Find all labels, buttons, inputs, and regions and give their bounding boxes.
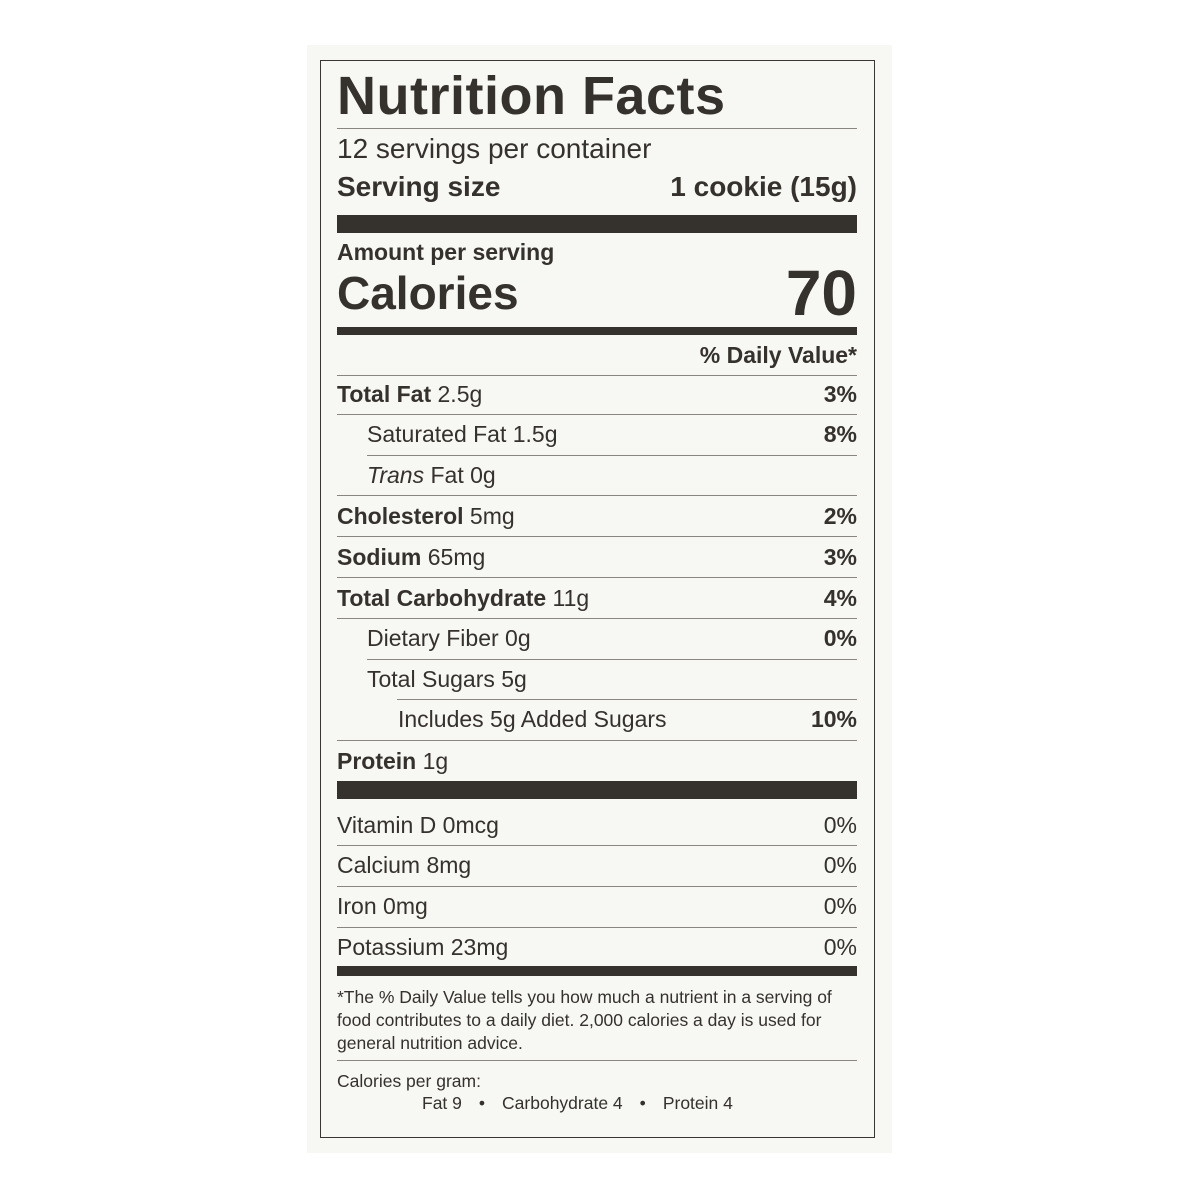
divider [337, 536, 857, 537]
daily-value-footnote: *The % Daily Value tells you how much a … [337, 987, 832, 1053]
nutrient-row-saturated-fat: Saturated Fat 1.5g 8% [337, 414, 857, 454]
nutrient-amount: 1g [422, 747, 449, 774]
nutrient-row-cholesterol: Cholesterol 5mg 2% [337, 496, 857, 536]
nutrient-name: Saturated Fat [367, 420, 507, 447]
calories-row: Calories 70 [337, 258, 857, 328]
divider [337, 740, 857, 741]
calories-label: Calories [337, 267, 519, 319]
vitamin-dv: 0% [823, 933, 857, 960]
divider [337, 128, 857, 129]
vitamin-text: Iron 0mg [337, 892, 428, 919]
serving-size: Serving size 1 cookie (15g) [337, 171, 857, 203]
nutrient-amount: 1.5g [512, 420, 558, 447]
nutrient-row-sodium: Sodium 65mg 3% [337, 537, 857, 577]
vitamin-text: Vitamin D 0mcg [337, 811, 499, 838]
nutrition-facts-label [320, 60, 875, 1138]
nutrient-dv: 4% [823, 584, 857, 611]
nutrient-row-added-sugars: Includes 5g Added Sugars 10% [337, 699, 857, 739]
serving-size-label: Serving size [337, 171, 501, 202]
divider [337, 375, 857, 376]
divider [337, 577, 857, 578]
vitamin-row: Vitamin D 0mcg 0% [337, 805, 857, 845]
nutrient-amount: 65mg [427, 543, 486, 570]
nutrient-name: Total Carbohydrate [337, 584, 547, 611]
vitamin-dv: 0% [823, 851, 857, 878]
nutrient-dv: 3% [823, 380, 857, 407]
vitamin-row: Calcium 8mg 0% [337, 845, 857, 885]
thick-divider [337, 781, 857, 799]
protein-per-gram: Protein 4 [662, 1093, 733, 1113]
nutrient-amount: 5mg [469, 502, 515, 529]
separator: • [639, 1093, 646, 1113]
nutrient-name: Dietary Fiber [367, 624, 499, 651]
nutrient-row-total-sugars: Total Sugars 5g [337, 659, 857, 699]
vitamin-dv: 0% [823, 811, 857, 838]
nutrient-dv: 10% [810, 705, 857, 732]
nutrient-row-protein: Protein 1g [337, 741, 857, 781]
nutrient-name: Sodium [337, 543, 422, 570]
label-title: Nutrition Facts [337, 66, 726, 126]
divider [367, 455, 857, 456]
divider [337, 495, 857, 496]
vitamin-row: Potassium 23mg 0% [337, 927, 857, 967]
divider [337, 618, 857, 619]
daily-value-header-text: % Daily Value* [699, 341, 857, 368]
vitamin-text: Calcium 8mg [337, 851, 472, 878]
amount-per-serving: Amount per serving [337, 239, 555, 265]
calories-value: 70 [785, 257, 857, 329]
nutrient-dv: 3% [823, 543, 857, 570]
divider [367, 659, 857, 660]
nutrient-name: Includes 5g Added Sugars [398, 705, 667, 732]
calories-per-gram-label: Calories per gram: [337, 1071, 481, 1091]
medium-divider [337, 327, 857, 335]
fat-per-gram: Fat 9 [422, 1093, 462, 1113]
divider [337, 414, 857, 415]
nutrient-amount: 5g [501, 665, 527, 692]
nutrient-row-dietary-fiber: Dietary Fiber 0g 0% [337, 618, 857, 658]
nutrient-name: Trans [367, 461, 425, 488]
nutrient-row-trans-fat: Trans Fat 0g [337, 455, 857, 495]
vitamin-text: Potassium 23mg [337, 933, 509, 960]
nutrient-row-total-fat: Total Fat 2.5g 3% [337, 374, 857, 414]
nutrient-amount: 2.5g [437, 380, 483, 407]
nutrient-row-total-carbohydrate: Total Carbohydrate 11g 4% [337, 578, 857, 618]
nutrient-amount: 0g [470, 461, 496, 488]
nutrient-name: Cholesterol [337, 502, 464, 529]
nutrient-amount: 0g [505, 624, 531, 651]
nutrient-amount: 11g [552, 584, 590, 611]
medium-divider [337, 966, 857, 976]
nutrient-name-rest: Fat [430, 461, 464, 488]
divider [337, 886, 857, 887]
daily-value-header: % Daily Value* [337, 335, 857, 375]
nutrient-name: Total Fat [337, 380, 432, 407]
servings-per-container: 12 servings per container [337, 133, 652, 164]
divider [397, 699, 857, 700]
thick-divider [337, 215, 857, 233]
nutrient-dv: 0% [823, 624, 857, 651]
nutrient-dv: 2% [823, 502, 857, 529]
carbohydrate-per-gram: Carbohydrate 4 [502, 1093, 623, 1113]
calories-per-gram-values: Fat 9 • Carbohydrate 4 • Protein 4 [337, 1092, 857, 1115]
serving-size-value: 1 cookie (15g) [670, 171, 857, 202]
divider [337, 845, 857, 846]
nutrient-name: Protein [337, 747, 417, 774]
divider [337, 927, 857, 928]
divider [337, 1060, 857, 1061]
separator: • [478, 1093, 486, 1113]
nutrient-name: Total Sugars [367, 665, 495, 692]
nutrient-dv: 8% [823, 420, 857, 447]
vitamin-row: Iron 0mg 0% [337, 886, 857, 926]
vitamin-dv: 0% [823, 892, 857, 919]
